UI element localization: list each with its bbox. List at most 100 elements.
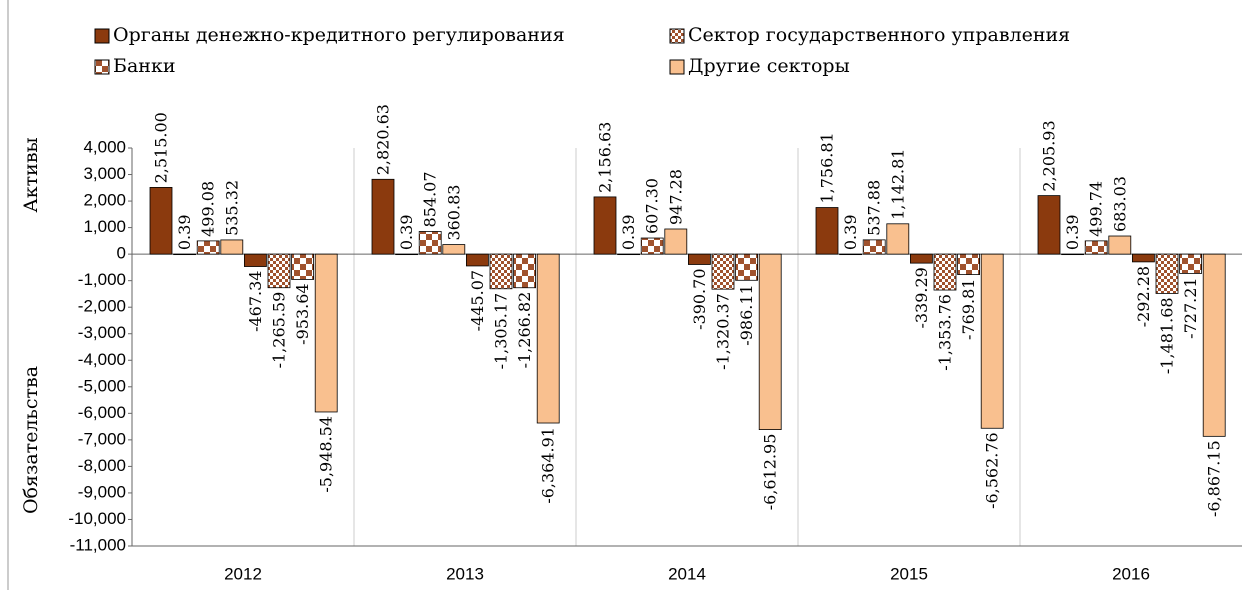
bar xyxy=(815,207,839,255)
value-label: 683.03 xyxy=(1110,176,1129,232)
value-label: 1,756.81 xyxy=(818,132,837,203)
x-tick-label: 2012 xyxy=(224,564,262,583)
y-tick-label: -3,000 xyxy=(78,323,126,342)
value-label: -292.28 xyxy=(1134,266,1153,327)
value-label: 947.28 xyxy=(666,169,685,225)
y-tick-label: -4,000 xyxy=(78,350,126,369)
value-label: 1,142.81 xyxy=(888,149,907,220)
value-label: 2,156.63 xyxy=(596,122,615,193)
bar xyxy=(839,253,862,256)
bar xyxy=(758,253,782,430)
value-label: -769.81 xyxy=(959,279,978,340)
bar xyxy=(1179,253,1202,274)
value-label: 0.39 xyxy=(175,214,194,250)
value-label: 2,515.00 xyxy=(152,112,171,183)
bar xyxy=(489,253,513,290)
value-label: -390.70 xyxy=(690,268,709,329)
value-label: 499.08 xyxy=(199,181,218,237)
value-label: 360.83 xyxy=(444,185,463,241)
y-tick-label: -5,000 xyxy=(78,376,126,395)
bar xyxy=(957,253,980,275)
bar xyxy=(1155,253,1179,294)
y-axis-title-bottom: Обязательства xyxy=(20,366,42,514)
bar xyxy=(267,253,291,289)
bar xyxy=(910,253,933,264)
y-tick-label: -2,000 xyxy=(78,297,126,316)
value-label: -727.21 xyxy=(1181,277,1200,338)
bar xyxy=(196,240,220,255)
bar xyxy=(513,253,536,289)
bar xyxy=(617,253,640,256)
bar xyxy=(1061,253,1084,256)
bar xyxy=(711,253,735,290)
bar xyxy=(640,237,664,255)
bar xyxy=(1084,240,1108,255)
value-label: -1,353.76 xyxy=(936,294,955,371)
x-tick-label: 2013 xyxy=(446,564,484,583)
y-tick-label: -1,000 xyxy=(78,270,126,289)
value-label: -445.07 xyxy=(468,270,487,331)
bar xyxy=(395,253,419,256)
bar xyxy=(442,244,466,255)
legend-label: Органы денежно-кредитного регулирования xyxy=(113,24,565,46)
x-tick-label: 2014 xyxy=(668,564,706,583)
y-tick-label: 1,000 xyxy=(83,217,126,236)
bar xyxy=(1037,195,1061,255)
value-label: -6,562.76 xyxy=(983,432,1002,509)
y-tick-label: 0 xyxy=(117,244,126,263)
value-label: -953.64 xyxy=(293,283,312,344)
bar xyxy=(1202,253,1226,437)
legend-swatch xyxy=(669,59,685,75)
value-label: -1,265.59 xyxy=(270,292,289,369)
legend-label: Банки xyxy=(113,55,176,77)
y-tick-label: 2,000 xyxy=(83,191,126,210)
y-axis-title-top: Активы xyxy=(20,137,42,212)
y-tick-label: 4,000 xyxy=(83,137,126,156)
value-label: -6,867.15 xyxy=(1205,440,1224,517)
value-label: 0.39 xyxy=(619,214,638,250)
bar xyxy=(980,253,1004,429)
bar xyxy=(933,253,957,291)
value-label: 2,820.63 xyxy=(374,104,393,175)
legend-swatch xyxy=(94,28,110,44)
value-label: 0.39 xyxy=(397,214,416,250)
y-tick-label: -9,000 xyxy=(78,482,126,501)
value-label: -1,266.82 xyxy=(515,292,534,369)
bar xyxy=(291,253,315,280)
bar xyxy=(314,253,338,413)
legend-swatch xyxy=(669,28,685,44)
bar xyxy=(465,253,489,267)
value-label: -6,612.95 xyxy=(761,434,780,511)
bar xyxy=(1132,253,1155,263)
y-tick-label: -11,000 xyxy=(70,535,126,554)
bar xyxy=(418,231,442,255)
bar xyxy=(664,228,688,255)
bar xyxy=(593,196,617,255)
bar xyxy=(220,239,244,255)
legend-label: Сектор государственного управления xyxy=(688,24,1070,46)
value-label: -1,481.68 xyxy=(1158,297,1177,374)
x-tick-label: 2016 xyxy=(1112,564,1150,583)
bar xyxy=(688,253,711,265)
bar xyxy=(149,187,173,255)
value-label: 537.88 xyxy=(865,180,884,236)
legend-swatch xyxy=(94,59,110,75)
y-tick-label: -8,000 xyxy=(78,456,126,475)
bar xyxy=(173,253,197,256)
bar xyxy=(1108,235,1132,255)
value-label: -5,948.54 xyxy=(317,416,336,493)
bar xyxy=(536,253,560,424)
value-label: -339.29 xyxy=(912,267,931,328)
value-label: -1,320.37 xyxy=(714,293,733,370)
y-tick-label: -10,000 xyxy=(68,509,126,528)
value-label: -6,364.91 xyxy=(539,427,558,504)
bar xyxy=(243,253,267,267)
value-label: -1,305.17 xyxy=(492,293,511,370)
value-label: -467.34 xyxy=(246,271,265,332)
value-label: 607.30 xyxy=(643,178,662,234)
value-label: -986.11 xyxy=(737,284,756,345)
bar xyxy=(886,223,910,255)
x-tick-label: 2015 xyxy=(890,564,928,583)
value-label: 0.39 xyxy=(841,214,860,250)
